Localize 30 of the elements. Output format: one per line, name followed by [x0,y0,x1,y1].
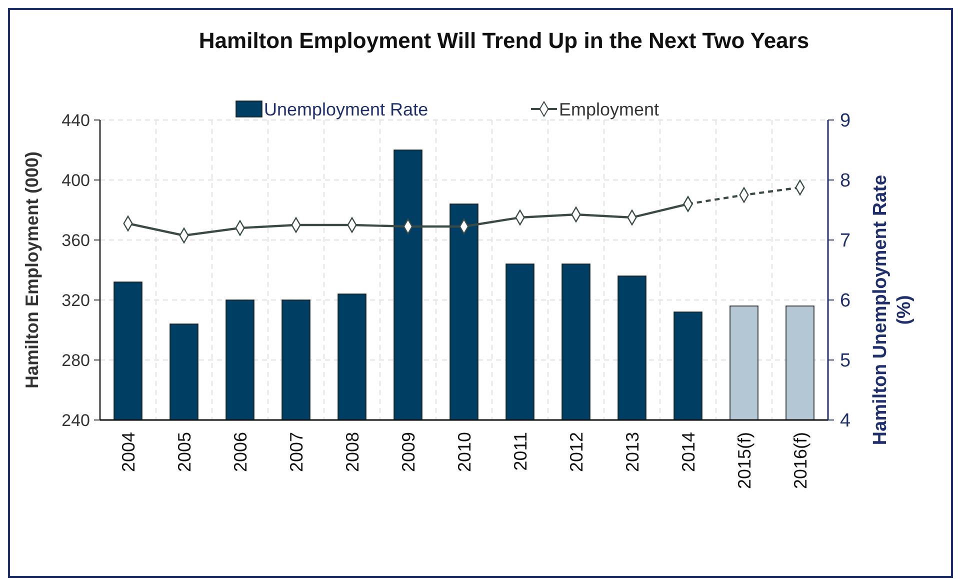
y2-tick-label: 8 [840,170,851,192]
chart-title: Hamilton Employment Will Trend Up in the Next Two Years [198,28,810,53]
x-tick-label: 2005 [174,432,194,472]
x-tick-label: 2010 [454,432,474,472]
x-tick-label: 2014 [678,432,698,472]
x-tick-label: 2009 [398,432,418,472]
legend-label: Employment [559,99,660,120]
x-tick-label: 2015(f) [734,432,754,490]
y-tick-label: 240 [62,410,90,430]
y-tick-label: 280 [62,350,90,370]
x-tick-label: 2004 [118,432,138,472]
y-axis-title: Hamilton Employment (000) [22,151,42,389]
y2-tick-label: 4 [840,410,851,432]
y2-tick-label: 7 [840,230,851,252]
y-tick-label: 320 [62,290,90,310]
x-tick-label: 2011 [510,432,530,471]
x-tick-label: 2016(f) [790,432,810,490]
x-tick-label: 2008 [342,432,362,472]
x-tick-label: 2006 [230,432,250,472]
y-tick-label: 400 [62,170,90,190]
y2-tick-label: 9 [840,110,851,132]
legend-label: Unemployment Rate [264,99,428,120]
y-tick-label: 440 [62,110,90,130]
x-tick-label: 2012 [566,432,586,472]
y2-tick-label: 6 [840,290,851,312]
y2-axis-title: Hamilton Unemployment Rate (%) [870,174,915,446]
y-tick-label: 360 [62,230,90,250]
x-tick-label: 2007 [286,432,306,472]
x-tick-label: 2013 [622,432,642,472]
y2-tick-label: 5 [840,350,851,372]
